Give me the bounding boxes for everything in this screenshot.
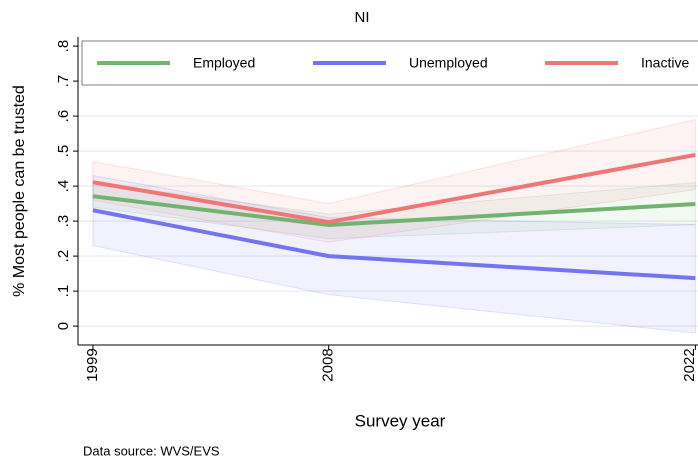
x-tick-label: 2022 bbox=[681, 348, 698, 381]
y-tick-label: .5 bbox=[55, 145, 72, 158]
legend-label: Inactive bbox=[641, 55, 689, 71]
legend-label: Unemployed bbox=[409, 55, 488, 71]
x-tick-label: 1999 bbox=[84, 348, 101, 381]
line bbox=[92, 208, 696, 281]
chart-title: NI bbox=[355, 9, 370, 26]
y-tick-label: .1 bbox=[55, 285, 72, 298]
legend-label: Employed bbox=[193, 55, 255, 71]
line bbox=[92, 194, 696, 227]
y-axis-title: % Most people can be trusted bbox=[11, 85, 28, 297]
plot-area bbox=[78, 37, 698, 345]
x-tick-label: 2008 bbox=[320, 348, 337, 381]
note: Data source: WVS/EVS bbox=[83, 443, 220, 458]
y-tick-label: .4 bbox=[55, 180, 72, 193]
confidence-band bbox=[92, 118, 696, 243]
y-tick-label: .2 bbox=[55, 250, 72, 263]
x-axis-title: Survey year bbox=[355, 411, 446, 430]
y-tick-label: .7 bbox=[55, 75, 72, 88]
y-tick-label: .6 bbox=[55, 110, 72, 123]
y-tick-label: 0 bbox=[55, 322, 72, 330]
y-tick-label: .3 bbox=[55, 215, 72, 228]
y-tick-label: .8 bbox=[55, 40, 72, 53]
line bbox=[92, 152, 696, 225]
